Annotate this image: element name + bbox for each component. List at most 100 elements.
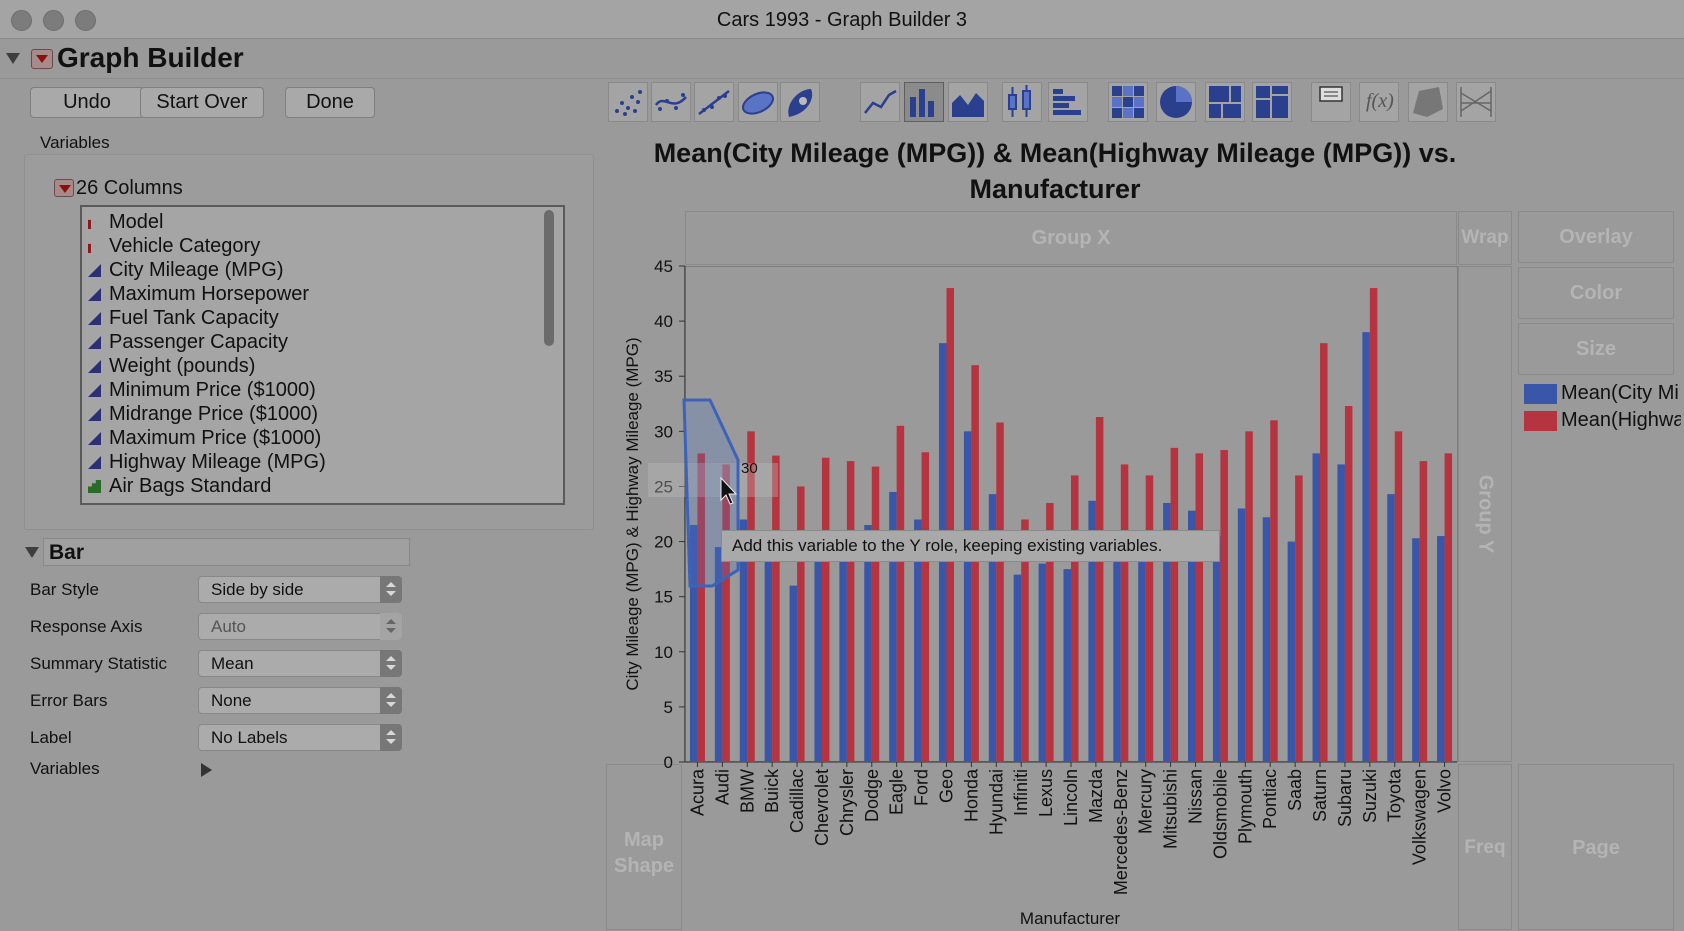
bar: [1394, 431, 1403, 762]
column-list-scrollbar[interactable]: [544, 210, 554, 346]
variables-section-label: Variables: [40, 133, 110, 152]
group-y-zone[interactable]: Group Y: [1458, 266, 1512, 762]
zoom-window-button[interactable]: [75, 10, 96, 31]
bar: [1320, 343, 1328, 762]
bar: [1212, 536, 1221, 762]
bar: [1295, 475, 1303, 762]
y-tick-label: 20: [654, 533, 673, 552]
area-icon[interactable]: [948, 82, 988, 122]
column-list[interactable]: Model Vehicle Category City Mileage (MPG) M…: [80, 205, 565, 505]
y-tick-label: 45: [654, 257, 673, 276]
graph-builder-title: Graph Builder: [57, 42, 244, 73]
close-window-button[interactable]: [11, 10, 32, 31]
window-title-bar: Cars 1993 - Graph Builder 3: [0, 0, 1684, 39]
bar: [1287, 541, 1296, 762]
column-item[interactable]: Air Bags Standard: [88, 475, 271, 499]
columns-red-triangle-icon[interactable]: [54, 179, 74, 197]
nominal-modeling-type-icon: [88, 216, 93, 229]
freq-zone[interactable]: Freq: [1458, 764, 1512, 930]
column-item[interactable]: City Mileage (MPG): [88, 259, 283, 283]
mosaic-icon[interactable]: [1252, 82, 1292, 122]
ellipse-icon[interactable]: [738, 82, 778, 122]
pie-icon[interactable]: [1156, 82, 1196, 122]
bar: [1071, 475, 1079, 762]
bar-section-header: Bar: [43, 538, 410, 566]
start-over-button[interactable]: Start Over: [140, 87, 264, 118]
y-tick-label: 35: [654, 367, 673, 386]
column-item[interactable]: Minimum Price ($1000): [88, 379, 316, 403]
parallel-icon[interactable]: [1456, 82, 1496, 122]
done-button[interactable]: Done: [285, 87, 375, 118]
column-item[interactable]: Vehicle Category: [88, 235, 260, 259]
column-item[interactable]: Weight (pounds): [88, 355, 255, 379]
column-item-label: Minimum Price ($1000): [109, 379, 316, 401]
y-tick-label: 10: [654, 643, 673, 662]
column-item[interactable]: Maximum Price ($1000): [88, 427, 321, 451]
x-tick-label: Volvo: [1435, 769, 1455, 813]
box-plot-icon[interactable]: [1002, 82, 1042, 122]
column-item[interactable]: Midrange Price ($1000): [88, 403, 318, 427]
map-shapes-icon[interactable]: [1408, 82, 1448, 122]
graph-builder-disclosure-icon[interactable]: [6, 53, 20, 64]
smoother-icon[interactable]: [651, 82, 691, 122]
group-x-zone[interactable]: Group X: [685, 211, 1457, 265]
treemap-icon[interactable]: [1205, 82, 1245, 122]
red-triangle-menu-icon[interactable]: [31, 49, 53, 69]
column-item[interactable]: Model: [88, 211, 163, 235]
bar: [1013, 574, 1022, 762]
x-tick-label: Saturn: [1310, 769, 1330, 822]
bar-option-select[interactable]: No Labels: [198, 724, 402, 751]
minimize-window-button[interactable]: [43, 10, 64, 31]
x-tick-label: Geo: [936, 769, 956, 803]
formula-icon[interactable]: f(x): [1359, 82, 1399, 122]
y-tick-label: 15: [654, 588, 673, 607]
bar-variables-label: Variables: [30, 759, 100, 778]
column-item[interactable]: Passenger Capacity: [88, 331, 288, 355]
x-tick-label: Saab: [1285, 769, 1305, 811]
column-item[interactable]: Fuel Tank Capacity: [88, 307, 279, 331]
bar-icon[interactable]: [904, 82, 944, 122]
x-tick-label: Infiniti: [1011, 769, 1031, 816]
line-of-fit-icon[interactable]: [694, 82, 734, 122]
mouse-cursor-icon: [720, 476, 738, 505]
bar-option-select[interactable]: Mean: [198, 650, 402, 677]
map-shape-zone[interactable]: Map Shape: [606, 764, 682, 930]
bar-option-label: Summary Statistic: [30, 654, 167, 673]
legend-swatch[interactable]: [1524, 384, 1557, 404]
window-title: Cars 1993 - Graph Builder 3: [716, 9, 968, 31]
page-zone[interactable]: Page: [1518, 764, 1674, 930]
bar: [896, 425, 905, 762]
points-icon[interactable]: [608, 82, 648, 122]
line-icon[interactable]: [860, 82, 900, 122]
graph-builder-header: Graph Builder: [0, 40, 1684, 79]
bar: [921, 452, 930, 762]
contour-icon[interactable]: [780, 82, 820, 122]
nominal-modeling-type-icon: [88, 240, 93, 253]
bar-option-select[interactable]: Side by side: [198, 576, 402, 603]
up-down-arrows-icon: [380, 576, 402, 603]
bar: [1444, 453, 1453, 762]
color-zone[interactable]: Color: [1518, 267, 1674, 319]
histogram-icon[interactable]: [1048, 82, 1088, 122]
heatmap-icon[interactable]: [1108, 82, 1148, 122]
caption-box-icon[interactable]: [1311, 82, 1351, 122]
column-item[interactable]: Highway Mileage (MPG): [88, 451, 326, 475]
bar-section-disclosure-icon[interactable]: [25, 547, 39, 558]
x-tick-label: Lincoln: [1061, 769, 1081, 826]
size-zone[interactable]: Size: [1518, 323, 1674, 375]
bar: [1220, 450, 1228, 762]
bar: [1237, 508, 1246, 762]
bar-option-select[interactable]: None: [198, 687, 402, 714]
bar: [1337, 464, 1345, 762]
bar: [971, 365, 979, 762]
bar: [1344, 405, 1353, 762]
drag-preview-box: [648, 463, 778, 497]
overlay-zone[interactable]: Overlay: [1518, 211, 1674, 263]
column-item-label: Maximum Horsepower: [109, 283, 310, 305]
expand-variables-icon[interactable]: [201, 763, 212, 777]
column-item[interactable]: Maximum Horsepower: [88, 283, 309, 307]
wrap-zone[interactable]: Wrap: [1458, 211, 1512, 265]
legend-swatch[interactable]: [1524, 411, 1557, 431]
bar: [1362, 332, 1370, 762]
x-tick-label: Eagle: [887, 769, 907, 815]
